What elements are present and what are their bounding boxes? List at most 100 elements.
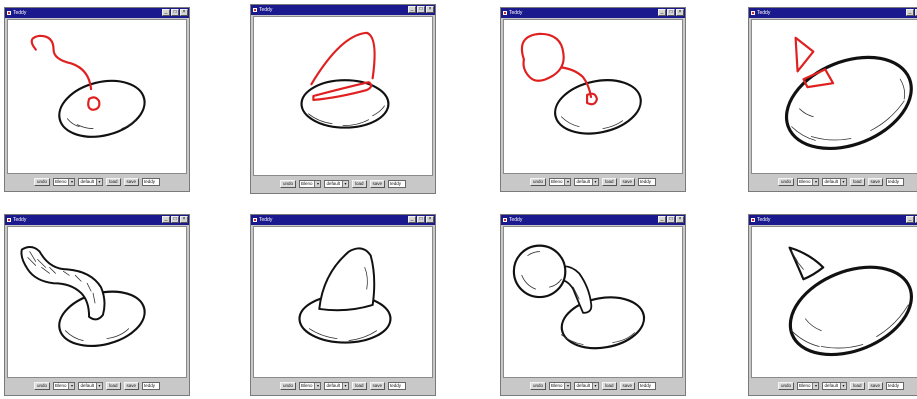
load-button[interactable]: load bbox=[602, 178, 617, 186]
title-bar[interactable]: Teddy _ □ × bbox=[5, 8, 189, 18]
undo-button[interactable]: undo bbox=[777, 178, 794, 186]
maximize-button[interactable]: □ bbox=[667, 216, 675, 223]
title-bar[interactable]: Teddy _ □ × bbox=[251, 5, 435, 15]
undo-button[interactable]: undo bbox=[777, 382, 794, 390]
minimize-button[interactable]: _ bbox=[906, 9, 914, 16]
drawing-canvas[interactable] bbox=[751, 19, 917, 174]
mode-select[interactable]: Bleno ▾ bbox=[298, 180, 322, 188]
style-select[interactable]: default ▾ bbox=[78, 178, 103, 186]
load-button[interactable]: load bbox=[850, 382, 865, 390]
maximize-button[interactable]: □ bbox=[915, 216, 917, 223]
filename-input[interactable]: teddy bbox=[388, 180, 407, 188]
close-button[interactable]: × bbox=[180, 216, 188, 223]
mode-select[interactable]: Bleno ▾ bbox=[52, 382, 76, 390]
save-button[interactable]: save bbox=[123, 382, 140, 390]
maximize-button[interactable]: □ bbox=[417, 216, 425, 223]
minimize-button[interactable]: _ bbox=[162, 9, 170, 16]
toolbar: undo Bleno ▾ default ▾ load save teddy bbox=[751, 175, 917, 189]
teddy-window-3: Teddy _ □ × undo Bleno ▾ default ▾ load sa… bbox=[500, 7, 686, 192]
style-select[interactable]: default ▾ bbox=[574, 382, 599, 390]
load-button[interactable]: load bbox=[352, 180, 367, 188]
undo-button[interactable]: undo bbox=[33, 382, 50, 390]
save-button[interactable]: save bbox=[369, 382, 386, 390]
drawing-canvas[interactable] bbox=[503, 19, 683, 174]
load-button[interactable]: load bbox=[106, 178, 121, 186]
style-select[interactable]: default ▾ bbox=[324, 382, 349, 390]
filename-input[interactable]: teddy bbox=[886, 178, 905, 186]
title-bar[interactable]: Teddy _ □ × bbox=[251, 215, 435, 225]
mode-select[interactable]: Bleno ▾ bbox=[796, 178, 820, 186]
title-bar[interactable]: Teddy _ □ × bbox=[749, 215, 917, 225]
title-bar[interactable]: Teddy _ □ × bbox=[501, 215, 685, 225]
minimize-button[interactable]: _ bbox=[906, 216, 914, 223]
undo-button[interactable]: undo bbox=[279, 180, 296, 188]
drawing-canvas[interactable] bbox=[751, 226, 917, 378]
close-button[interactable]: × bbox=[180, 9, 188, 16]
close-button[interactable]: × bbox=[426, 6, 434, 13]
app-icon bbox=[7, 218, 11, 222]
style-select[interactable]: default ▾ bbox=[822, 178, 847, 186]
mode-select[interactable]: Bleno ▾ bbox=[796, 382, 820, 390]
save-button[interactable]: save bbox=[369, 180, 386, 188]
chevron-down-icon: ▾ bbox=[564, 383, 571, 389]
load-button[interactable]: load bbox=[106, 382, 121, 390]
chevron-down-icon: ▾ bbox=[342, 181, 348, 187]
filename-input[interactable]: teddy bbox=[388, 382, 407, 390]
style-select[interactable]: default ▾ bbox=[78, 382, 103, 390]
style-select[interactable]: default ▾ bbox=[574, 178, 599, 186]
minimize-button[interactable]: _ bbox=[408, 216, 416, 223]
drawing-canvas[interactable] bbox=[7, 226, 187, 378]
maximize-button[interactable]: □ bbox=[915, 9, 917, 16]
mode-select[interactable]: Bleno ▾ bbox=[548, 382, 572, 390]
title-bar[interactable]: Teddy _ □ × bbox=[749, 8, 917, 18]
drawing-canvas[interactable] bbox=[253, 226, 433, 378]
sketch-balloon-stroke bbox=[520, 32, 642, 135]
minimize-button[interactable]: _ bbox=[408, 6, 416, 13]
save-button[interactable]: save bbox=[619, 382, 636, 390]
close-button[interactable]: × bbox=[676, 9, 684, 16]
chevron-down-icon: ▾ bbox=[840, 383, 846, 389]
drawing-canvas[interactable] bbox=[503, 226, 683, 378]
style-select[interactable]: default ▾ bbox=[822, 382, 847, 390]
filename-input[interactable]: teddy bbox=[142, 178, 161, 186]
toolbar: undo Bleno ▾ default ▾ load save teddy bbox=[253, 177, 433, 191]
toolbar: undo Bleno ▾ default ▾ load save teddy bbox=[7, 379, 187, 393]
load-button[interactable]: load bbox=[602, 382, 617, 390]
title-bar[interactable]: Teddy _ □ × bbox=[5, 215, 189, 225]
filename-input[interactable]: teddy bbox=[886, 382, 905, 390]
undo-button[interactable]: undo bbox=[33, 178, 50, 186]
save-button[interactable]: save bbox=[867, 382, 884, 390]
save-button[interactable]: save bbox=[867, 178, 884, 186]
toolbar: undo Bleno ▾ default ▾ load save teddy bbox=[503, 175, 683, 189]
mode-select[interactable]: Bleno ▾ bbox=[298, 382, 322, 390]
close-button[interactable]: × bbox=[426, 216, 434, 223]
minimize-button[interactable]: _ bbox=[162, 216, 170, 223]
app-icon bbox=[253, 8, 257, 12]
load-button[interactable]: load bbox=[850, 178, 865, 186]
title-bar[interactable]: Teddy _ □ × bbox=[501, 8, 685, 18]
maximize-button[interactable]: □ bbox=[171, 9, 179, 16]
close-button[interactable]: × bbox=[676, 216, 684, 223]
maximize-button[interactable]: □ bbox=[171, 216, 179, 223]
undo-button[interactable]: undo bbox=[529, 178, 546, 186]
save-button[interactable]: save bbox=[619, 178, 636, 186]
mode-select[interactable]: Bleno ▾ bbox=[548, 178, 572, 186]
filename-input[interactable]: teddy bbox=[638, 178, 657, 186]
app-icon bbox=[751, 11, 755, 15]
chevron-down-icon: ▾ bbox=[96, 179, 102, 185]
maximize-button[interactable]: □ bbox=[417, 6, 425, 13]
minimize-button[interactable]: _ bbox=[658, 9, 666, 16]
filename-input[interactable]: teddy bbox=[638, 382, 657, 390]
mode-select[interactable]: Bleno ▾ bbox=[52, 178, 76, 186]
undo-button[interactable]: undo bbox=[279, 382, 296, 390]
load-button[interactable]: load bbox=[352, 382, 367, 390]
save-button[interactable]: save bbox=[123, 178, 140, 186]
sketch-tube-result bbox=[20, 246, 146, 347]
maximize-button[interactable]: □ bbox=[667, 9, 675, 16]
minimize-button[interactable]: _ bbox=[658, 216, 666, 223]
style-select[interactable]: default ▾ bbox=[324, 180, 349, 188]
drawing-canvas[interactable] bbox=[7, 19, 187, 174]
undo-button[interactable]: undo bbox=[529, 382, 546, 390]
filename-input[interactable]: teddy bbox=[142, 382, 161, 390]
drawing-canvas[interactable] bbox=[253, 16, 433, 176]
